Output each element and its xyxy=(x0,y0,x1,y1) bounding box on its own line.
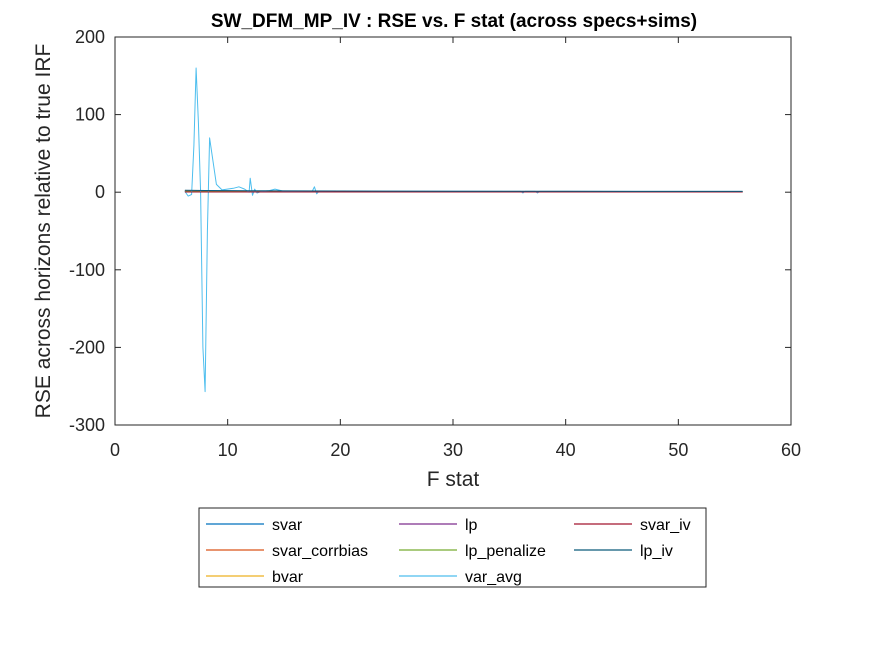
x-tick-label: 60 xyxy=(781,440,801,460)
series-line-lp-iv xyxy=(184,189,743,192)
legend-label-bvar: bvar xyxy=(272,569,304,586)
legend-label-lp-iv: lp_iv xyxy=(640,543,673,560)
y-tick-label: -100 xyxy=(69,260,105,280)
x-axis-ticks: 0 10 20 30 40 50 60 xyxy=(110,37,801,460)
chart-title: SW_DFM_MP_IV : RSE vs. F stat (across sp… xyxy=(211,11,697,32)
x-tick-label: 40 xyxy=(556,440,576,460)
legend-label-var-avg: var_avg xyxy=(465,569,522,586)
x-tick-label: 20 xyxy=(330,440,350,460)
y-tick-label: 0 xyxy=(95,182,105,202)
legend-box xyxy=(198,507,707,588)
x-tick-label: 50 xyxy=(668,440,688,460)
legend: svar lp svar_iv svar_corrbias lp_penalize lp_… xyxy=(198,507,707,588)
plot-lines xyxy=(184,67,743,393)
y-axis-label: RSE across horizons relative to true IRF xyxy=(32,44,55,419)
y-tick-label: 100 xyxy=(75,105,105,125)
y-tick-label: -300 xyxy=(69,415,105,435)
plot-background xyxy=(115,37,791,425)
x-tick-label: 0 xyxy=(110,440,120,460)
legend-label-lp-penalize: lp_penalize xyxy=(465,543,546,560)
legend-label-svar: svar xyxy=(272,517,303,534)
y-tick-label: -200 xyxy=(69,337,105,357)
y-axis-ticks: 200 100 0 -100 -200 -300 xyxy=(69,27,791,435)
x-axis-label: F stat xyxy=(427,468,480,491)
legend-label-svar-corrbias: svar_corrbias xyxy=(272,543,368,560)
y-tick-label: 200 xyxy=(75,27,105,47)
legend-label-svar-iv: svar_iv xyxy=(640,517,691,534)
x-tick-label: 30 xyxy=(443,440,463,460)
x-tick-label: 10 xyxy=(218,440,238,460)
legend-label-lp: lp xyxy=(465,517,478,534)
